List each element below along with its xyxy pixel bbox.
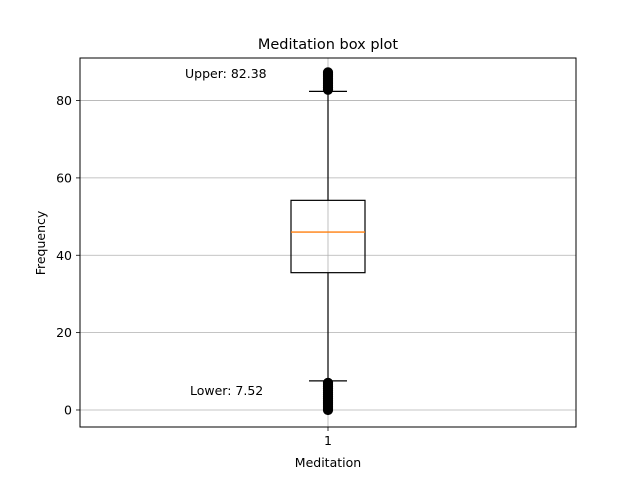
x-axis-label: Meditation xyxy=(295,455,361,470)
outlier-point xyxy=(322,404,334,416)
box-series xyxy=(290,67,366,416)
y-tick-label: 20 xyxy=(56,325,72,340)
y-tick-label: 60 xyxy=(56,170,72,185)
y-axis-label: Frequency xyxy=(33,210,48,275)
annotation-lower: Lower: 7.52 xyxy=(190,383,263,398)
y-tick-label: 0 xyxy=(64,402,72,417)
y-tick-label: 40 xyxy=(56,248,72,263)
x-tick-label: 1 xyxy=(324,433,332,448)
annotation-upper: Upper: 82.38 xyxy=(185,66,267,81)
y-tick-label: 80 xyxy=(56,93,72,108)
outlier-point xyxy=(322,67,334,78)
y-axis-ticks: 0 20 40 60 80 xyxy=(56,93,80,417)
box-iqr xyxy=(290,199,366,274)
x-axis-ticks: 1 xyxy=(324,427,332,448)
chart-title: Meditation box plot xyxy=(258,37,399,53)
